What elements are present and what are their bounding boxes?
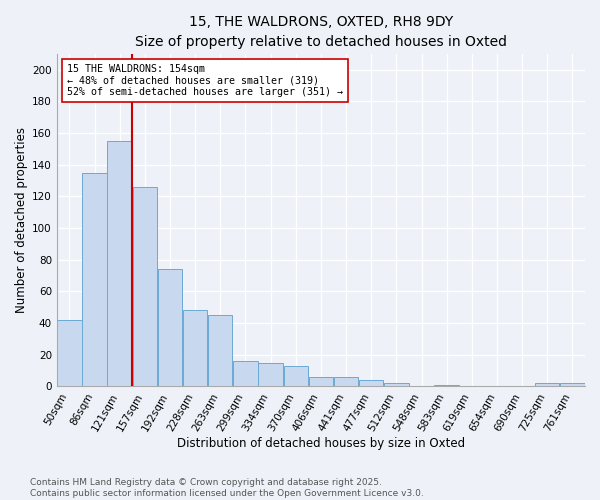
Bar: [107, 141, 132, 386]
Bar: [434, 385, 459, 386]
Title: 15, THE WALDRONS, OXTED, RH8 9DY
Size of property relative to detached houses in: 15, THE WALDRONS, OXTED, RH8 9DY Size of…: [135, 15, 507, 48]
Bar: [308, 377, 333, 386]
Bar: [158, 270, 182, 386]
Y-axis label: Number of detached properties: Number of detached properties: [15, 127, 28, 313]
Bar: [57, 320, 82, 386]
Bar: [133, 187, 157, 386]
Bar: [208, 315, 232, 386]
Text: Contains HM Land Registry data © Crown copyright and database right 2025.
Contai: Contains HM Land Registry data © Crown c…: [30, 478, 424, 498]
Bar: [384, 384, 409, 386]
Bar: [284, 366, 308, 386]
Bar: [535, 384, 559, 386]
Bar: [233, 361, 257, 386]
X-axis label: Distribution of detached houses by size in Oxted: Distribution of detached houses by size …: [177, 437, 465, 450]
Bar: [359, 380, 383, 386]
Bar: [82, 172, 107, 386]
Bar: [560, 384, 584, 386]
Text: 15 THE WALDRONS: 154sqm
← 48% of detached houses are smaller (319)
52% of semi-d: 15 THE WALDRONS: 154sqm ← 48% of detache…: [67, 64, 343, 97]
Bar: [334, 377, 358, 386]
Bar: [259, 362, 283, 386]
Bar: [183, 310, 208, 386]
